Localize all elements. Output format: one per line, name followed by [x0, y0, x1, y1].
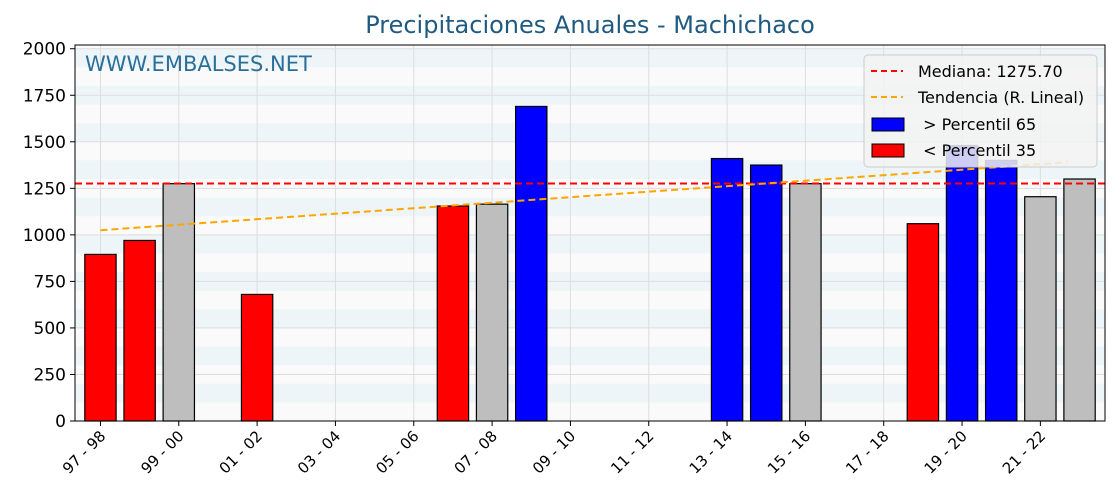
- chart-title: Precipitaciones Anuales - Machichaco: [365, 11, 815, 39]
- y-tick-label: 2000: [23, 40, 66, 60]
- watermark: WWW.EMBALSES.NET: [85, 52, 312, 76]
- y-tick-label: 0: [55, 412, 66, 432]
- bar: [710, 157, 744, 422]
- legend-low-label: < Percentil 35: [918, 141, 1036, 160]
- x-tick-label: 05 - 06: [372, 427, 422, 477]
- x-tick-label: 09 - 10: [529, 427, 579, 477]
- x-tick-label: 01 - 02: [216, 427, 266, 477]
- bar: [84, 253, 117, 422]
- grid-band: [75, 197, 1105, 217]
- legend-high-label: > Percentil 65: [918, 115, 1036, 134]
- x-tick-label: 07 - 08: [451, 427, 501, 477]
- bar: [514, 105, 548, 422]
- bar: [945, 144, 979, 422]
- x-tick-label: 17 - 18: [842, 427, 892, 477]
- y-tick-label: 1000: [23, 226, 66, 246]
- legend-trend-label: Tendencia (R. Lineal): [917, 88, 1084, 107]
- bar: [436, 205, 470, 422]
- axes-frame: [74, 44, 1106, 422]
- bar: [749, 164, 783, 422]
- y-tick-label: 1500: [23, 133, 66, 153]
- grid-band: [75, 234, 1105, 254]
- legend-high-swatch: [871, 117, 905, 132]
- bar: [1063, 178, 1096, 422]
- x-tick-label: 19 - 20: [921, 427, 971, 477]
- legend-box: [863, 54, 1098, 168]
- bar: [789, 183, 822, 422]
- bar: [1024, 196, 1057, 422]
- y-tick-label: 500: [34, 319, 66, 339]
- bar: [984, 159, 1018, 422]
- bar: [240, 293, 274, 422]
- legend: Mediana: 1275.70 Tendencia (R. Lineal) >…: [863, 54, 1098, 168]
- x-tick-label: 99 - 00: [137, 427, 187, 477]
- grid-band: [75, 48, 1105, 68]
- grid-band: [75, 309, 1105, 328]
- x-tick-label: 97 - 98: [59, 427, 109, 477]
- legend-low-swatch: [871, 143, 905, 158]
- grid-band: [75, 383, 1105, 403]
- bar: [475, 203, 509, 422]
- x-tick-label: 21 - 22: [999, 427, 1049, 477]
- y-tick-label: 1250: [23, 179, 66, 199]
- bar: [162, 183, 196, 422]
- y-tick-label: 250: [34, 365, 66, 385]
- x-tick-label: 15 - 16: [764, 427, 814, 477]
- x-tick-label: 03 - 04: [294, 427, 344, 477]
- x-tick-label: 11 - 12: [607, 427, 657, 477]
- bar: [906, 223, 940, 422]
- legend-median-label: Mediana: 1275.70: [918, 62, 1063, 81]
- bar: [123, 239, 156, 422]
- y-tick-label: 1750: [23, 86, 66, 106]
- grid-band: [75, 346, 1105, 366]
- y-tick-label: 750: [34, 272, 66, 292]
- trend-line: [100, 161, 1068, 232]
- x-tick-label: 13 - 14: [686, 427, 736, 477]
- grid-band: [75, 123, 1105, 142]
- grid-band: [75, 160, 1105, 180]
